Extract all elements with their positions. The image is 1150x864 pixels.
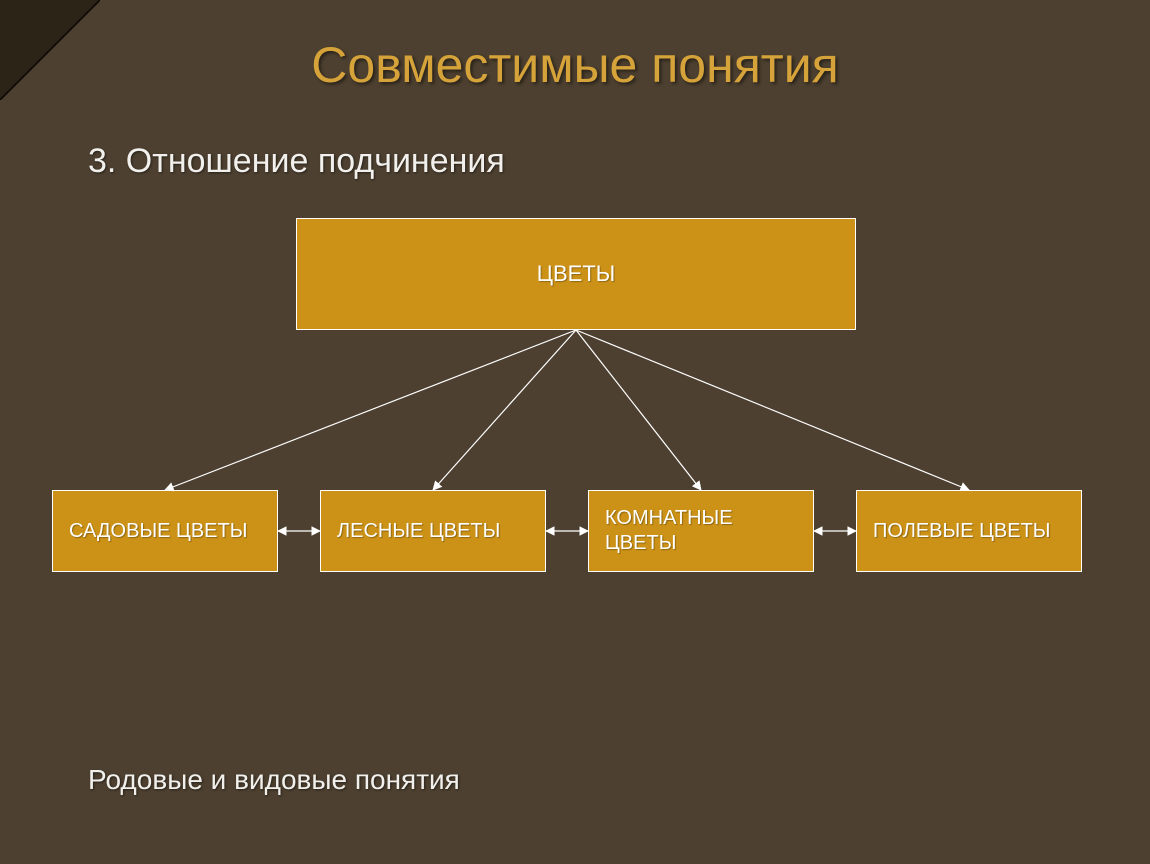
slide-subtitle: 3. Отношение подчинения bbox=[88, 142, 505, 181]
diagram-root-node: ЦВЕТЫ bbox=[296, 218, 856, 330]
diagram-child-label: КОМНАТНЫЕ ЦВЕТЫ bbox=[605, 506, 785, 556]
diagram-child-node: КОМНАТНЫЕ ЦВЕТЫ bbox=[588, 490, 814, 572]
diagram-child-label: САДОВЫЕ ЦВЕТЫ bbox=[69, 519, 247, 544]
diagram-child-node: ЛЕСНЫЕ ЦВЕТЫ bbox=[320, 490, 546, 572]
diagram-child-node: САДОВЫЕ ЦВЕТЫ bbox=[52, 490, 278, 572]
diagram-child-label: ПОЛЕВЫЕ ЦВЕТЫ bbox=[873, 519, 1051, 544]
diagram-child-label: ЛЕСНЫЕ ЦВЕТЫ bbox=[337, 519, 500, 544]
slide-title: Совместимые понятия bbox=[0, 36, 1150, 94]
diagram-connectors bbox=[0, 0, 1150, 864]
slide-footer: Родовые и видовые понятия bbox=[88, 764, 460, 796]
slide: Совместимые понятия 3. Отношение подчине… bbox=[0, 0, 1150, 864]
diagram-root-label: ЦВЕТЫ bbox=[537, 261, 616, 287]
diagram-child-node: ПОЛЕВЫЕ ЦВЕТЫ bbox=[856, 490, 1082, 572]
